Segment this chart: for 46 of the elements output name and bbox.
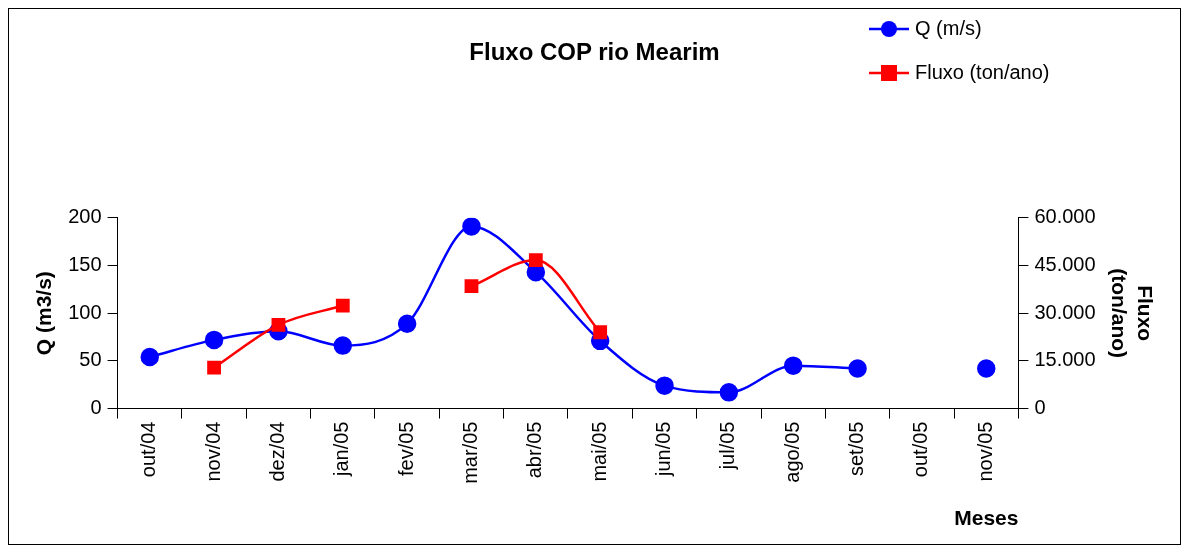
point xyxy=(462,217,481,236)
x-tick-label: abr/05 xyxy=(523,421,546,479)
point xyxy=(397,314,417,333)
point xyxy=(848,359,867,378)
point xyxy=(333,336,353,355)
x-tick-label: dez/04 xyxy=(265,421,288,482)
x-tick-label: ago/05 xyxy=(780,421,803,483)
x-tick-label: nov/04 xyxy=(201,421,224,482)
y2-tick-label: 45.000 xyxy=(1034,253,1096,275)
x-tick-label: out/05 xyxy=(909,421,932,478)
x-axis-title: Meses xyxy=(954,506,1019,530)
point xyxy=(271,318,286,332)
y2-axis-title: Fluxo (ton/ano) xyxy=(1108,268,1157,359)
x-tick-label: jan/05 xyxy=(330,421,353,478)
y-tick-label: 150 xyxy=(68,253,102,275)
x-tick-label: fev/05 xyxy=(394,421,417,477)
x-tick-label: jun/05 xyxy=(652,421,675,478)
point xyxy=(464,279,479,294)
point xyxy=(655,376,674,395)
y2-tick-label: 15.000 xyxy=(1034,348,1096,371)
y2-tick-label: 30.000 xyxy=(1034,300,1096,323)
x-tick-label: mar/05 xyxy=(458,421,481,484)
point xyxy=(207,360,221,375)
y-tick-label: 0 xyxy=(90,396,102,419)
x-tick-label: out/04 xyxy=(137,421,160,478)
point xyxy=(783,356,803,375)
y-axis-title: Q (m3/s) xyxy=(32,271,56,356)
y-tick-label: 200 xyxy=(68,205,102,228)
point xyxy=(593,325,608,340)
point xyxy=(140,347,159,367)
x-tick-label: set/05 xyxy=(845,421,868,477)
x-tick-label: mai/05 xyxy=(587,421,610,482)
x-tick-label: nov/05 xyxy=(973,421,996,482)
chart-title: Fluxo COP rio Mearim xyxy=(469,38,720,66)
point xyxy=(528,253,543,267)
x-tick-label: jul/05 xyxy=(716,421,739,471)
y2-tick-label: 0 xyxy=(1034,396,1046,419)
y-tick-label: 100 xyxy=(68,300,102,323)
point xyxy=(204,330,224,350)
y2-tick-label: 60.000 xyxy=(1034,205,1096,228)
legend-label: Fluxo (ton/ano) xyxy=(915,60,1050,83)
y-tick-label: 50 xyxy=(79,348,102,371)
point xyxy=(977,359,996,378)
point xyxy=(719,383,739,402)
legend-label: Q (m/s) xyxy=(915,16,982,39)
point xyxy=(335,298,350,313)
